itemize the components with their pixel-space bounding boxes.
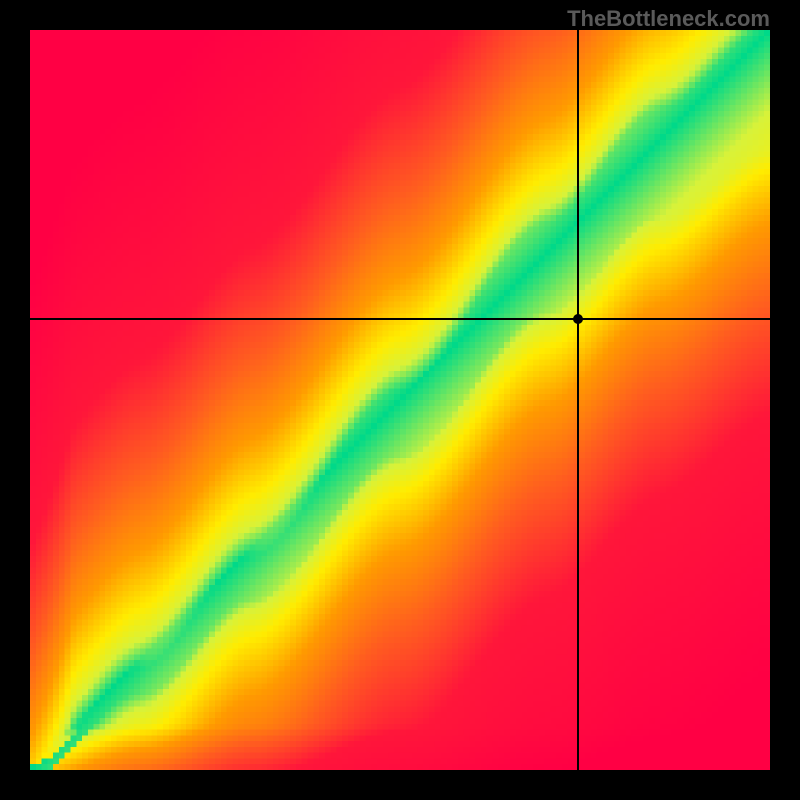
bottleneck-marker-dot: [573, 314, 583, 324]
watermark-text: TheBottleneck.com: [567, 6, 770, 32]
crosshair-vertical: [577, 30, 579, 770]
heatmap-plot-area: [30, 30, 770, 770]
heatmap-canvas: [30, 30, 770, 770]
chart-container: TheBottleneck.com: [0, 0, 800, 800]
crosshair-horizontal: [30, 318, 770, 320]
